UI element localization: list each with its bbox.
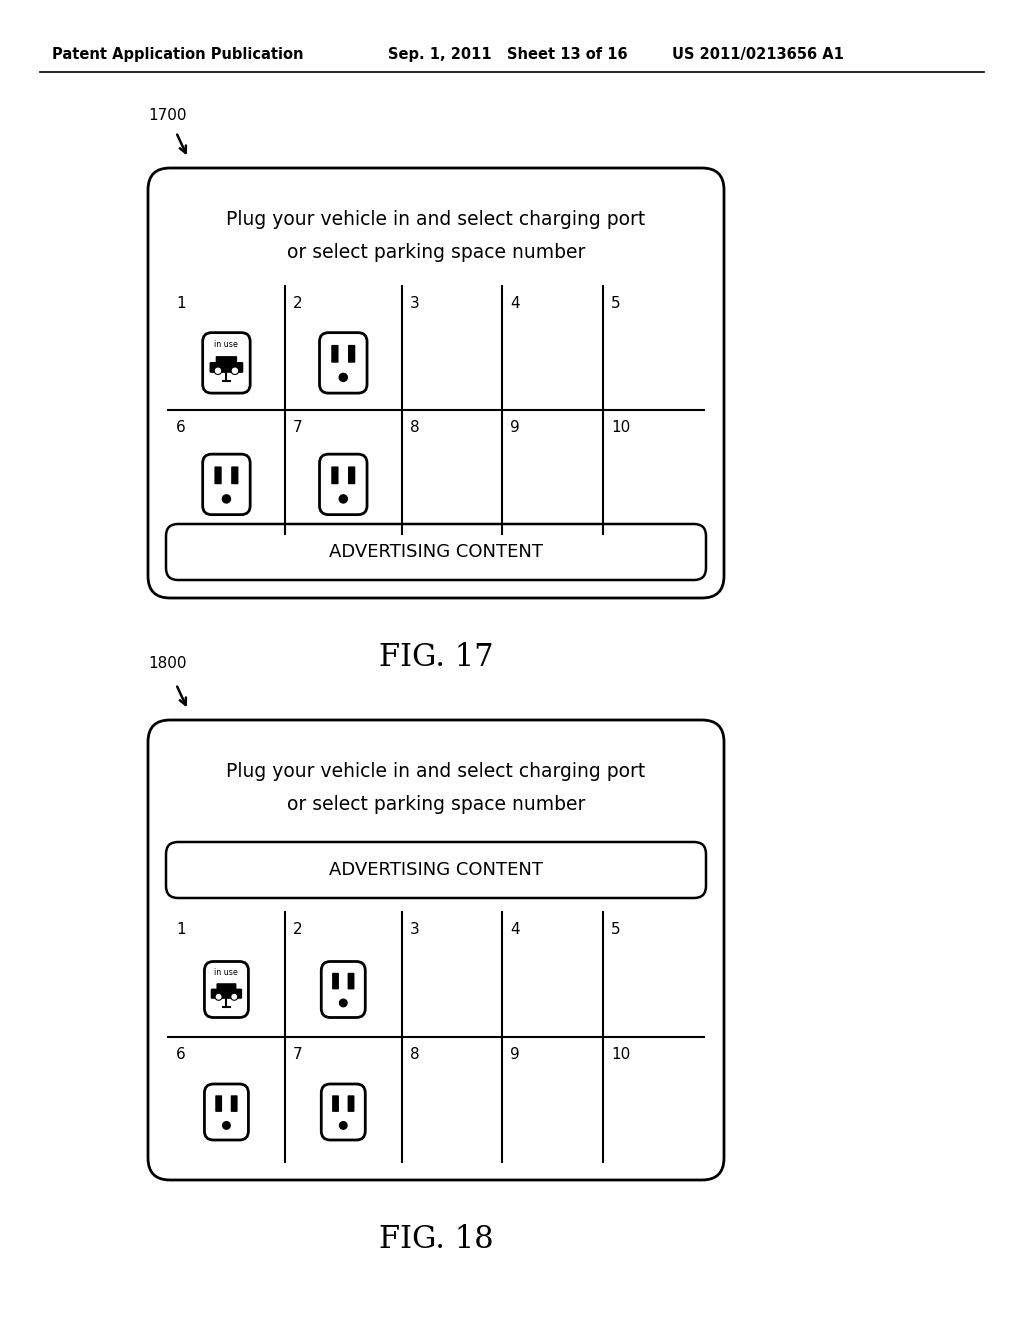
FancyBboxPatch shape [203, 454, 250, 515]
Text: Patent Application Publication: Patent Application Publication [52, 48, 303, 62]
FancyBboxPatch shape [332, 1096, 339, 1111]
Text: US 2011/0213656 A1: US 2011/0213656 A1 [672, 48, 844, 62]
Text: 1: 1 [176, 296, 185, 312]
FancyBboxPatch shape [148, 719, 724, 1180]
Text: 1: 1 [176, 921, 185, 937]
Circle shape [340, 999, 347, 1007]
Text: 8: 8 [410, 420, 419, 436]
Text: FIG. 17: FIG. 17 [379, 642, 494, 673]
Text: or select parking space number: or select parking space number [287, 243, 585, 261]
Text: in use: in use [214, 968, 239, 977]
Circle shape [230, 993, 238, 1001]
FancyBboxPatch shape [322, 961, 366, 1018]
Text: 9: 9 [510, 420, 520, 436]
FancyBboxPatch shape [348, 466, 355, 484]
Circle shape [339, 374, 347, 381]
Text: 6: 6 [176, 420, 185, 436]
Circle shape [340, 1122, 347, 1129]
FancyBboxPatch shape [347, 1096, 354, 1111]
FancyBboxPatch shape [166, 842, 706, 898]
Text: 7: 7 [293, 1047, 302, 1063]
Text: 8: 8 [410, 1047, 419, 1063]
Text: FIG. 18: FIG. 18 [379, 1224, 494, 1255]
FancyBboxPatch shape [148, 168, 724, 598]
Text: 10: 10 [611, 420, 631, 436]
Text: 5: 5 [611, 921, 621, 937]
FancyBboxPatch shape [347, 973, 354, 990]
FancyBboxPatch shape [215, 1096, 222, 1111]
Text: 3: 3 [410, 296, 420, 312]
FancyBboxPatch shape [216, 356, 238, 366]
Text: in use: in use [214, 341, 239, 350]
FancyBboxPatch shape [210, 362, 244, 372]
FancyBboxPatch shape [166, 524, 706, 579]
Text: Plug your vehicle in and select charging port: Plug your vehicle in and select charging… [226, 210, 645, 228]
Text: ADVERTISING CONTENT: ADVERTISING CONTENT [329, 861, 543, 879]
Circle shape [215, 993, 222, 1001]
Circle shape [214, 367, 222, 375]
FancyBboxPatch shape [203, 333, 250, 393]
Circle shape [339, 495, 347, 503]
Text: 7: 7 [293, 420, 302, 436]
Text: 3: 3 [410, 921, 420, 937]
Text: or select parking space number: or select parking space number [287, 795, 585, 814]
Circle shape [222, 1122, 230, 1129]
Text: Plug your vehicle in and select charging port: Plug your vehicle in and select charging… [226, 762, 645, 781]
FancyBboxPatch shape [216, 983, 237, 991]
Text: 4: 4 [510, 921, 520, 937]
Text: 6: 6 [176, 1047, 185, 1063]
FancyBboxPatch shape [231, 466, 239, 484]
FancyBboxPatch shape [211, 989, 242, 999]
Text: ADVERTISING CONTENT: ADVERTISING CONTENT [329, 543, 543, 561]
Circle shape [231, 367, 239, 375]
Circle shape [222, 495, 230, 503]
Text: Sep. 1, 2011   Sheet 13 of 16: Sep. 1, 2011 Sheet 13 of 16 [388, 48, 628, 62]
FancyBboxPatch shape [230, 1096, 238, 1111]
FancyBboxPatch shape [332, 466, 339, 484]
FancyBboxPatch shape [319, 333, 367, 393]
FancyBboxPatch shape [322, 1084, 366, 1140]
Text: 4: 4 [510, 296, 520, 312]
FancyBboxPatch shape [332, 345, 339, 363]
FancyBboxPatch shape [348, 345, 355, 363]
FancyBboxPatch shape [332, 973, 339, 990]
Text: 1700: 1700 [148, 108, 186, 123]
FancyBboxPatch shape [205, 1084, 249, 1140]
Text: 10: 10 [611, 1047, 631, 1063]
Text: 5: 5 [611, 296, 621, 312]
FancyBboxPatch shape [205, 961, 249, 1018]
FancyBboxPatch shape [214, 466, 221, 484]
Text: 9: 9 [510, 1047, 520, 1063]
Text: 2: 2 [293, 921, 302, 937]
Text: 1800: 1800 [148, 656, 186, 671]
FancyBboxPatch shape [319, 454, 367, 515]
Text: 2: 2 [293, 296, 302, 312]
